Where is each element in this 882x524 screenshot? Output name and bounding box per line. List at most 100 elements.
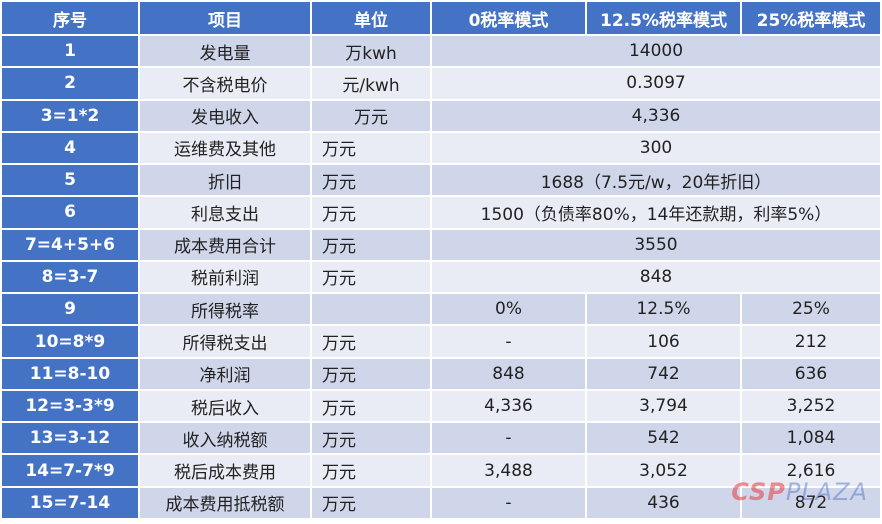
- table-row: 15=7-14 成本费用抵税额 万元 - 436 872: [0, 485, 882, 521]
- row-item: 所得税率: [138, 292, 312, 327]
- row-unit: 万元: [310, 98, 432, 133]
- row-value-mode-0: -: [430, 324, 587, 359]
- table-row: 13=3-12 收入纳税额 万元 - 542 1,084: [0, 421, 882, 456]
- header-unit: 单位: [310, 0, 432, 36]
- table-row: 4 运维费及其他 万元 300: [0, 130, 882, 166]
- row-item: 不含税电价: [138, 66, 312, 101]
- table-row: 3=1*2 发电收入 万元 4,336: [0, 98, 882, 133]
- table-row: 1 发电量 万kwh 14000: [0, 33, 882, 69]
- row-item: 成本费用合计: [138, 227, 312, 262]
- row-value-mode-0: 3,488: [430, 453, 587, 488]
- watermark-logo: CSPPLAZA: [731, 478, 868, 506]
- watermark-part-1: CSP: [731, 478, 786, 506]
- row-value-mode-25: 25%: [740, 292, 882, 327]
- row-value-mode-25: 636: [740, 356, 882, 391]
- row-merged-value: 1500（负债率80%，14年还款期，利率5%）: [430, 195, 882, 230]
- row-seq: 3=1*2: [0, 98, 140, 133]
- row-merged-value: 14000: [430, 33, 882, 69]
- row-seq: 5: [0, 163, 140, 198]
- row-item: 收入纳税额: [138, 421, 312, 456]
- row-value-mode-12-5: 3,794: [585, 388, 742, 424]
- table-row: 9 所得税率 0% 12.5% 25%: [0, 292, 882, 327]
- header-seq: 序号: [0, 0, 140, 36]
- table-row: 12=3-3*9 税后收入 万元 4,336 3,794 3,252: [0, 388, 882, 424]
- row-value-mode-25: 872: [740, 485, 882, 521]
- watermark-part-2: PLAZA: [785, 478, 868, 506]
- row-unit: 万元: [310, 227, 432, 262]
- row-seq: 1: [0, 33, 140, 69]
- row-seq: 13=3-12: [0, 421, 140, 456]
- row-seq: 10=8*9: [0, 324, 140, 359]
- header-row: 序号 项目 单位 0税率模式 12.5%税率模式 25%税率模式: [0, 0, 882, 36]
- row-seq: 2: [0, 66, 140, 101]
- row-value-mode-12-5: 12.5%: [585, 292, 742, 327]
- row-unit: 元/kwh: [310, 66, 432, 101]
- row-seq: 12=3-3*9: [0, 388, 140, 424]
- header-mode-12-5: 12.5%税率模式: [585, 0, 742, 36]
- row-seq: 15=7-14: [0, 485, 140, 521]
- row-item: 所得税支出: [138, 324, 312, 359]
- row-merged-value: 300: [430, 130, 882, 166]
- row-unit: 万元: [310, 356, 432, 391]
- header-item: 项目: [138, 0, 312, 36]
- row-seq: 8=3-7: [0, 259, 140, 295]
- table-row: 5 折旧 万元 1688（7.5元/w，20年折旧）: [0, 163, 882, 198]
- row-merged-value: 4,336: [430, 98, 882, 133]
- row-item: 成本费用抵税额: [138, 485, 312, 521]
- row-unit: 万元: [310, 453, 432, 488]
- table-row: 6 利息支出 万元 1500（负债率80%，14年还款期，利率5%）: [0, 195, 882, 230]
- row-value-mode-12-5: 542: [585, 421, 742, 456]
- row-item: 税后成本费用: [138, 453, 312, 488]
- row-unit: 万元: [310, 195, 432, 230]
- row-seq: 6: [0, 195, 140, 230]
- row-value-mode-25: 212: [740, 324, 882, 359]
- row-unit: 万元: [310, 421, 432, 456]
- row-seq: 7=4+5+6: [0, 227, 140, 262]
- row-unit: 万元: [310, 324, 432, 359]
- row-value-mode-0: 0%: [430, 292, 587, 327]
- row-unit: 万元: [310, 163, 432, 198]
- row-seq: 4: [0, 130, 140, 166]
- row-unit: 万元: [310, 485, 432, 521]
- row-value-mode-12-5: 742: [585, 356, 742, 391]
- table-row: 8=3-7 税前利润 万元 848: [0, 259, 882, 295]
- row-value-mode-25: 3,252: [740, 388, 882, 424]
- row-item: 利息支出: [138, 195, 312, 230]
- row-unit: 万元: [310, 259, 432, 295]
- row-unit: 万kwh: [310, 33, 432, 69]
- row-item: 运维费及其他: [138, 130, 312, 166]
- row-value-mode-12-5: 106: [585, 324, 742, 359]
- row-seq: 9: [0, 292, 140, 327]
- row-value-mode-0: 848: [430, 356, 587, 391]
- row-item: 折旧: [138, 163, 312, 198]
- row-value-mode-25: 2,616: [740, 453, 882, 488]
- table-row: 7=4+5+6 成本费用合计 万元 3550: [0, 227, 882, 262]
- table-row: 11=8-10 净利润 万元 848 742 636: [0, 356, 882, 391]
- table-row: 2 不含税电价 元/kwh 0.3097: [0, 66, 882, 101]
- row-item: 税前利润: [138, 259, 312, 295]
- row-value-mode-0: 4,336: [430, 388, 587, 424]
- table-row: 10=8*9 所得税支出 万元 - 106 212: [0, 324, 882, 359]
- row-value-mode-12-5: 436: [585, 485, 742, 521]
- row-unit: 万元: [310, 388, 432, 424]
- row-unit: 万元: [310, 130, 432, 166]
- row-merged-value: 1688（7.5元/w，20年折旧）: [430, 163, 882, 198]
- row-seq: 11=8-10: [0, 356, 140, 391]
- row-item: 税后收入: [138, 388, 312, 424]
- row-merged-value: 848: [430, 259, 882, 295]
- row-item: 净利润: [138, 356, 312, 391]
- row-value-mode-0: -: [430, 485, 587, 521]
- row-value-mode-12-5: 3,052: [585, 453, 742, 488]
- row-merged-value: 0.3097: [430, 66, 882, 101]
- row-unit: [310, 292, 432, 327]
- row-item: 发电量: [138, 33, 312, 69]
- row-seq: 14=7-7*9: [0, 453, 140, 488]
- table-row: 14=7-7*9 税后成本费用 万元 3,488 3,052 2,616: [0, 453, 882, 488]
- header-mode-0: 0税率模式: [430, 0, 587, 36]
- row-item: 发电收入: [138, 98, 312, 133]
- row-merged-value: 3550: [430, 227, 882, 262]
- row-value-mode-0: -: [430, 421, 587, 456]
- row-value-mode-25: 1,084: [740, 421, 882, 456]
- header-mode-25: 25%税率模式: [740, 0, 882, 36]
